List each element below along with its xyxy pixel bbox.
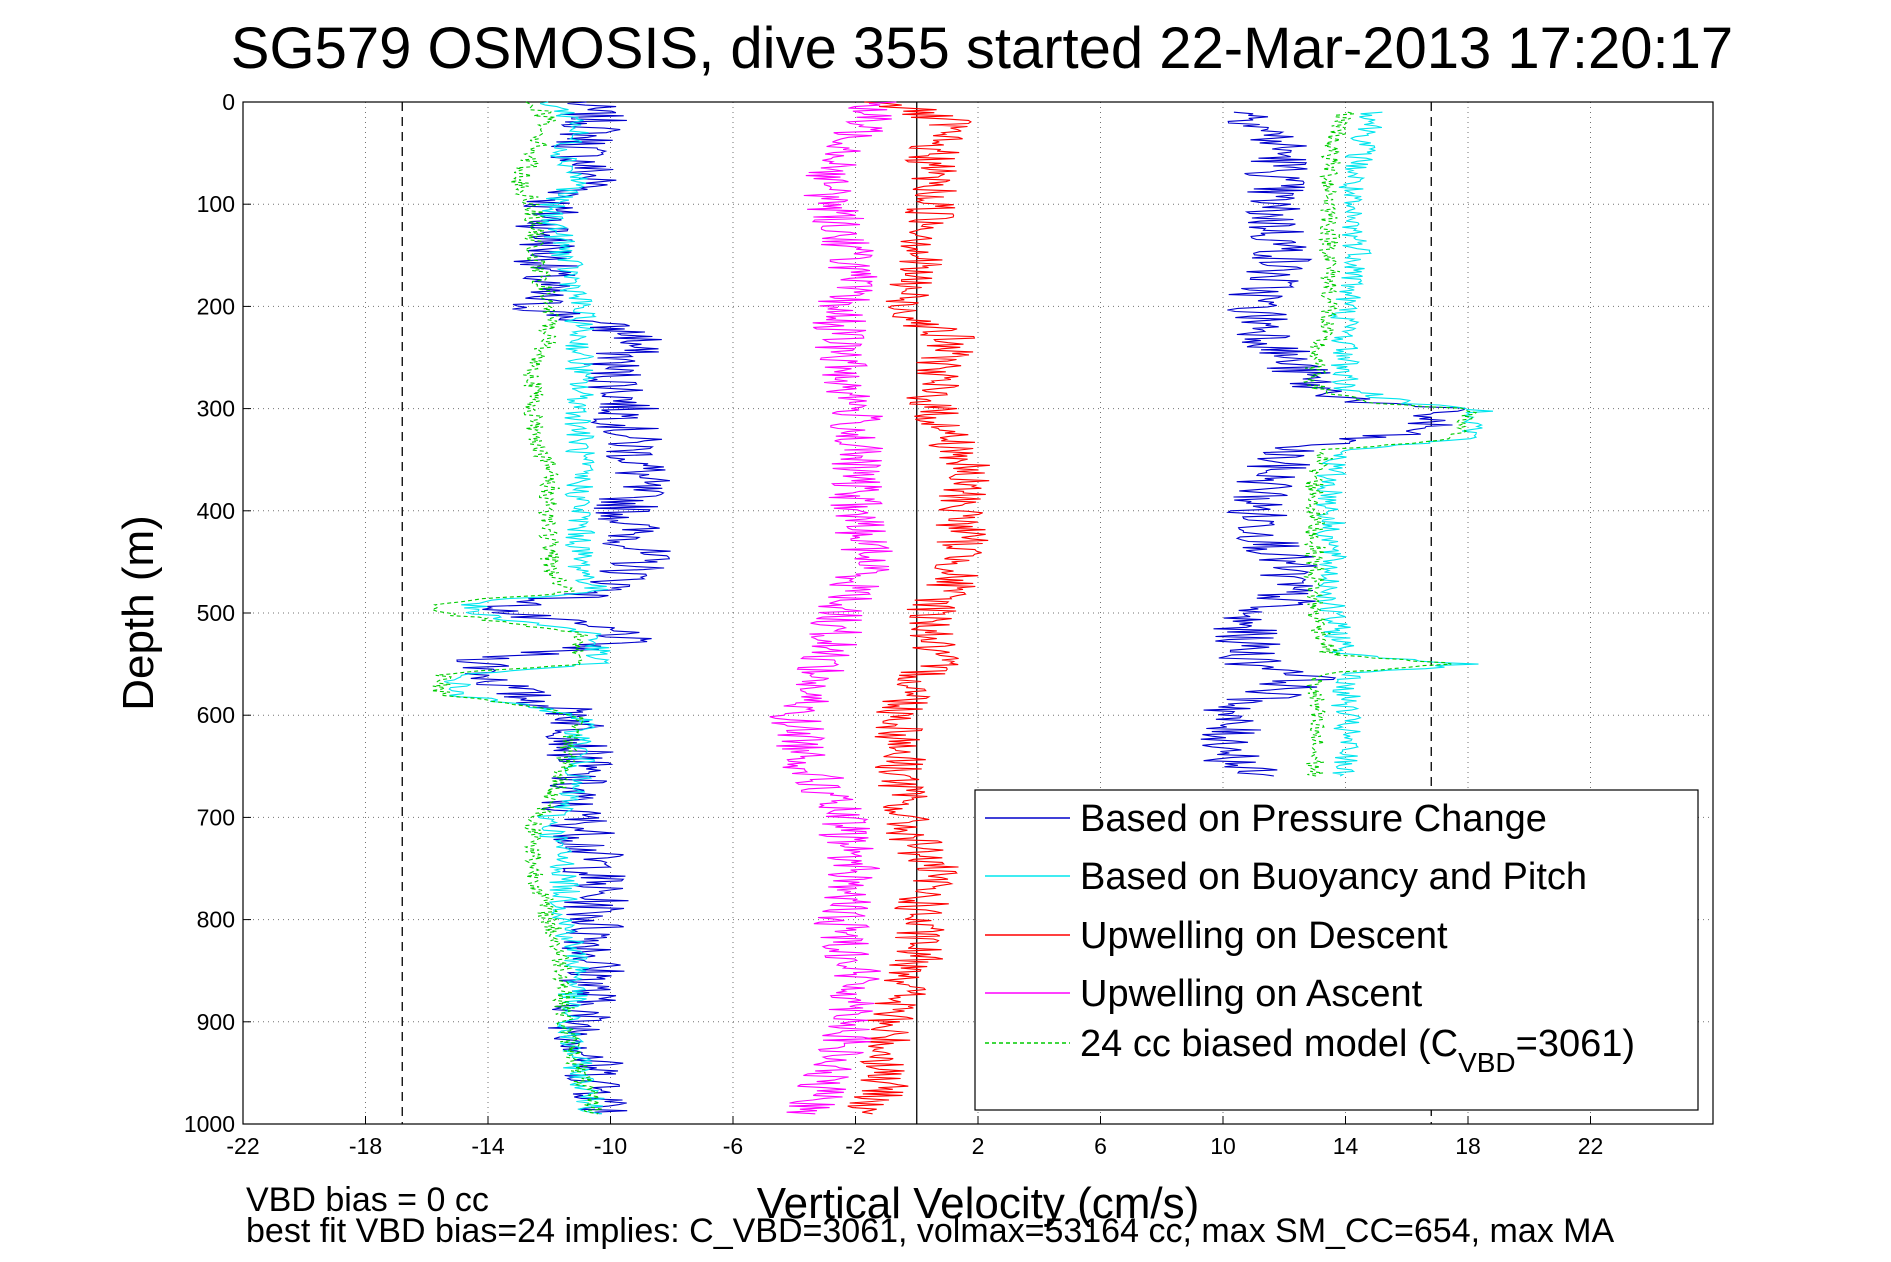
x-tick-label: 18: [1455, 1133, 1481, 1159]
x-tick-label: -2: [845, 1133, 865, 1159]
x-tick-label: -10: [594, 1133, 627, 1159]
y-axis-label: Depth (m): [114, 515, 163, 711]
y-tick-label: 700: [197, 804, 235, 830]
y-tick-label: 900: [197, 1009, 235, 1035]
x-tick-label: -22: [226, 1133, 259, 1159]
x-tick-label: 6: [1094, 1133, 1107, 1159]
series-layer: [430, 101, 1494, 1115]
series-line-ascent-0: [769, 101, 897, 1115]
series-line-buoyancy-1: [1314, 111, 1494, 777]
legend-label-buoyancy: Based on Buoyancy and Pitch: [1080, 856, 1587, 898]
x-tick-label: 22: [1578, 1133, 1604, 1159]
legend-label-ascent: Upwelling on Ascent: [1080, 973, 1423, 1015]
series-line-model-0: [430, 101, 603, 1115]
series-line-buoyancy-0: [444, 101, 611, 1115]
y-tick-label: 500: [197, 600, 235, 626]
x-tick-label: -14: [471, 1133, 504, 1159]
x-axis-label: Vertical Velocity (cm/s): [757, 1179, 1200, 1228]
y-tick-label: 0: [222, 89, 235, 115]
x-tick-label: -6: [723, 1133, 743, 1159]
series-line-pressure-0: [456, 101, 671, 1115]
fit-note: best fit VBD bias=24 implies: C_VBD=3061…: [246, 1212, 1615, 1250]
legend-label-pressure: Based on Pressure Change: [1080, 798, 1547, 840]
series-line-pressure-1: [1200, 111, 1466, 777]
legend-entries: Based on Pressure Change Based on Buoyanc…: [985, 798, 1635, 1078]
legend-box: [974, 789, 1699, 1111]
y-tick-label: 800: [197, 907, 235, 933]
y-tick-label: 1000: [184, 1111, 235, 1137]
series-line-model-1: [1303, 111, 1478, 777]
y-tick-labels: 0 100 200 300 400 500 600 700 800 900 1000: [184, 89, 235, 1137]
x-tick-label: 10: [1210, 1133, 1236, 1159]
y-tick-label: 600: [197, 702, 235, 728]
y-tick-label: 200: [197, 293, 235, 319]
bias-note: VBD bias = 0 cc: [246, 1181, 489, 1219]
x-tick-label: 14: [1333, 1133, 1359, 1159]
series-line-descent-0: [847, 101, 990, 1115]
chart-title: SG579 OSMOSIS, dive 355 started 22-Mar-2…: [231, 16, 1733, 81]
x-tick-label: 2: [972, 1133, 985, 1159]
legend-label-descent: Upwelling on Descent: [1080, 915, 1448, 957]
y-tick-label: 400: [197, 498, 235, 524]
legend: Based on Pressure Change Based on Buoyanc…: [974, 789, 1699, 1111]
y-tick-label: 100: [197, 191, 235, 217]
y-tick-label: 300: [197, 396, 235, 422]
plot-area-frame: [242, 101, 1714, 1125]
x-tick-label: -18: [349, 1133, 382, 1159]
x-tick-labels: -22 -18 -14 -10 -6 -2 2 6 10 14 18 22: [226, 1133, 1603, 1159]
